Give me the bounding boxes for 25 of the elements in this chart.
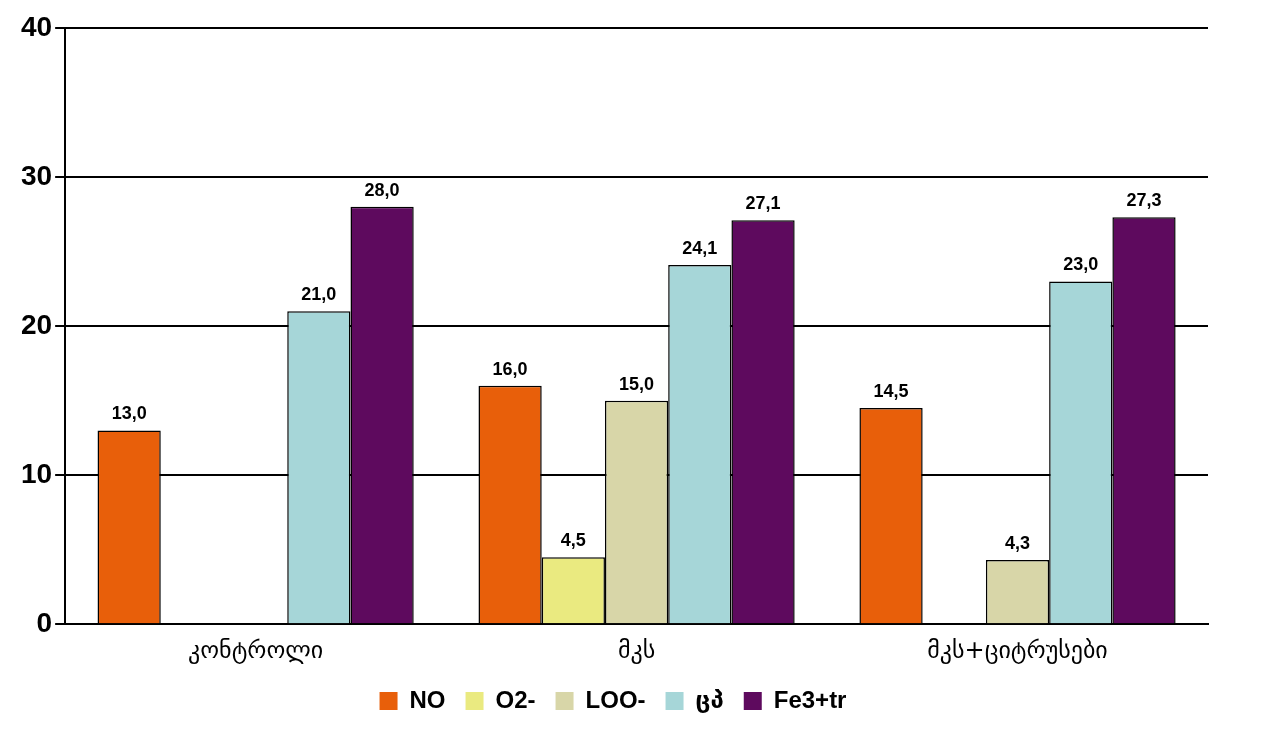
data-label: 13,0	[111, 403, 147, 424]
data-label: 14,5	[873, 381, 909, 402]
x-tick-label: მკს	[617, 635, 656, 664]
data-label: 4,5	[560, 530, 586, 551]
x-tick-label: მკს+ციტრუსები	[927, 635, 1108, 664]
data-label: 15,0	[619, 373, 655, 394]
y-tick-label: 0	[36, 606, 53, 638]
data-label: 21,0	[301, 284, 337, 305]
y-tick-label: 40	[20, 10, 53, 42]
data-label: 16,0	[492, 358, 528, 379]
data-label: 24,1	[682, 237, 718, 258]
legend-label: O2-	[495, 685, 536, 713]
legend-label: LOO-	[585, 685, 646, 713]
data-label: 4,3	[1005, 533, 1031, 554]
x-tick-label: კონტროლი	[187, 635, 324, 664]
y-tick-label: 20	[20, 308, 53, 340]
legend-label: NO	[409, 685, 446, 713]
legend-label: ცპ	[695, 685, 724, 713]
data-label: 27,1	[745, 193, 781, 214]
data-label: 23,0	[1063, 254, 1099, 275]
data-label: 27,3	[1126, 190, 1162, 211]
y-tick-label: 30	[20, 159, 53, 191]
legend-label: Fe3+tr	[773, 685, 847, 713]
y-tick-label: 10	[20, 457, 53, 489]
data-label: 28,0	[364, 179, 400, 200]
